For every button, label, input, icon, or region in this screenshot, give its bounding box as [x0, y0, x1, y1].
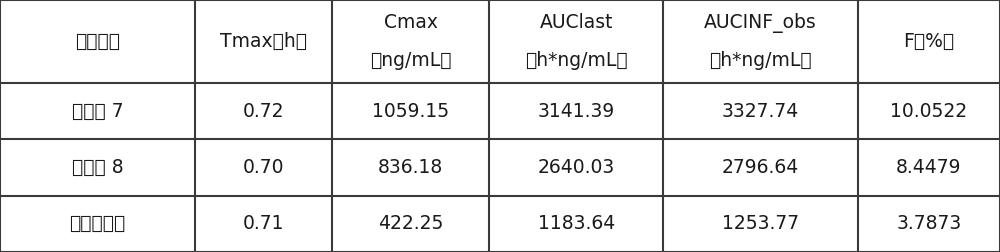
Text: 1059.15: 1059.15: [372, 102, 449, 121]
Text: Tmax（h）: Tmax（h）: [220, 32, 307, 51]
Text: 836.18: 836.18: [378, 158, 443, 177]
Text: （ng/mL）: （ng/mL）: [370, 51, 451, 70]
Text: AUClast: AUClast: [540, 13, 613, 32]
Text: F（%）: F（%）: [903, 32, 955, 51]
Text: 3327.74: 3327.74: [722, 102, 799, 121]
Text: 给药剂型: 给药剂型: [75, 32, 120, 51]
Text: 2796.64: 2796.64: [722, 158, 799, 177]
Text: 1183.64: 1183.64: [538, 214, 615, 233]
Text: 422.25: 422.25: [378, 214, 443, 233]
Text: （h*ng/mL）: （h*ng/mL）: [709, 51, 812, 70]
Text: Cmax: Cmax: [384, 13, 438, 32]
Text: AUCINF_obs: AUCINF_obs: [704, 13, 817, 33]
Text: 0.72: 0.72: [242, 102, 284, 121]
Text: 2640.03: 2640.03: [538, 158, 615, 177]
Text: 3.7873: 3.7873: [896, 214, 962, 233]
Text: 10.0522: 10.0522: [890, 102, 968, 121]
Text: 3141.39: 3141.39: [538, 102, 615, 121]
Text: 1253.77: 1253.77: [722, 214, 799, 233]
Text: 对比实施例: 对比实施例: [69, 214, 125, 233]
Text: 实施例 8: 实施例 8: [72, 158, 123, 177]
Text: 实施例 7: 实施例 7: [72, 102, 123, 121]
Text: （h*ng/mL）: （h*ng/mL）: [525, 51, 628, 70]
Text: 8.4479: 8.4479: [896, 158, 962, 177]
Text: 0.70: 0.70: [242, 158, 284, 177]
Text: 0.71: 0.71: [242, 214, 284, 233]
